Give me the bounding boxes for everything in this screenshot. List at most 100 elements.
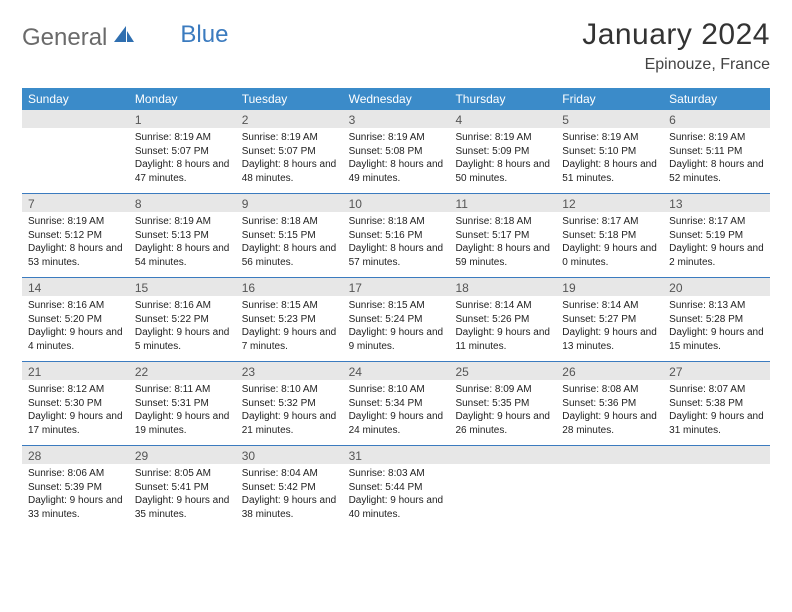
day-number: 24 — [343, 362, 450, 380]
day-line: Sunset: 5:36 PM — [562, 397, 657, 411]
day-line: Daylight: 9 hours and 9 minutes. — [349, 326, 444, 353]
day-number: 18 — [449, 278, 556, 296]
day-number: 23 — [236, 362, 343, 380]
day-line: Sunrise: 8:07 AM — [669, 383, 764, 397]
day-line: Sunset: 5:20 PM — [28, 313, 123, 327]
day-content: Sunrise: 8:18 AMSunset: 5:16 PMDaylight:… — [343, 212, 450, 275]
month-title: January 2024 — [582, 18, 770, 52]
day-line: Sunrise: 8:12 AM — [28, 383, 123, 397]
day-line: Sunrise: 8:03 AM — [349, 467, 444, 481]
day-line: Daylight: 9 hours and 4 minutes. — [28, 326, 123, 353]
day-cell: 8Sunrise: 8:19 AMSunset: 5:13 PMDaylight… — [129, 194, 236, 277]
day-content: Sunrise: 8:17 AMSunset: 5:19 PMDaylight:… — [663, 212, 770, 275]
day-line: Sunset: 5:31 PM — [135, 397, 230, 411]
day-line: Sunset: 5:28 PM — [669, 313, 764, 327]
weeks-container: 1Sunrise: 8:19 AMSunset: 5:07 PMDaylight… — [22, 110, 770, 530]
day-number: 1 — [129, 110, 236, 128]
day-number: 5 — [556, 110, 663, 128]
day-content: Sunrise: 8:19 AMSunset: 5:11 PMDaylight:… — [663, 128, 770, 191]
week-row: 28Sunrise: 8:06 AMSunset: 5:39 PMDayligh… — [22, 446, 770, 530]
day-line: Sunset: 5:12 PM — [28, 229, 123, 243]
brand-sail-icon — [112, 23, 136, 51]
day-line: Sunrise: 8:11 AM — [135, 383, 230, 397]
day-line: Sunset: 5:11 PM — [669, 145, 764, 159]
day-cell: 7Sunrise: 8:19 AMSunset: 5:12 PMDaylight… — [22, 194, 129, 277]
day-number: 4 — [449, 110, 556, 128]
week-row: 1Sunrise: 8:19 AMSunset: 5:07 PMDaylight… — [22, 110, 770, 194]
day-line: Sunset: 5:18 PM — [562, 229, 657, 243]
day-line: Sunrise: 8:09 AM — [455, 383, 550, 397]
day-line: Sunrise: 8:19 AM — [669, 131, 764, 145]
day-cell: 25Sunrise: 8:09 AMSunset: 5:35 PMDayligh… — [449, 362, 556, 445]
day-line: Daylight: 9 hours and 28 minutes. — [562, 410, 657, 437]
day-line: Daylight: 9 hours and 26 minutes. — [455, 410, 550, 437]
day-line: Daylight: 8 hours and 59 minutes. — [455, 242, 550, 269]
day-number: 26 — [556, 362, 663, 380]
day-line: Daylight: 8 hours and 57 minutes. — [349, 242, 444, 269]
day-line: Sunset: 5:35 PM — [455, 397, 550, 411]
day-content: Sunrise: 8:19 AMSunset: 5:13 PMDaylight:… — [129, 212, 236, 275]
day-line: Daylight: 8 hours and 56 minutes. — [242, 242, 337, 269]
day-line: Daylight: 9 hours and 5 minutes. — [135, 326, 230, 353]
day-cell: 9Sunrise: 8:18 AMSunset: 5:15 PMDaylight… — [236, 194, 343, 277]
day-line: Sunset: 5:22 PM — [135, 313, 230, 327]
day-line: Sunset: 5:17 PM — [455, 229, 550, 243]
day-line: Sunset: 5:24 PM — [349, 313, 444, 327]
day-cell: 31Sunrise: 8:03 AMSunset: 5:44 PMDayligh… — [343, 446, 450, 530]
day-content: Sunrise: 8:14 AMSunset: 5:27 PMDaylight:… — [556, 296, 663, 359]
day-line: Sunset: 5:08 PM — [349, 145, 444, 159]
day-cell: 16 Sunrise: 8:15 AMSunset: 5:23 PMDayligh… — [236, 278, 343, 361]
day-cell — [22, 110, 129, 193]
day-content: Sunrise: 8:18 AMSunset: 5:15 PMDaylight:… — [236, 212, 343, 275]
day-line: Sunset: 5:42 PM — [242, 481, 337, 495]
day-line: Sunrise: 8:13 AM — [669, 299, 764, 313]
day-cell: 17 Sunrise: 8:15 AMSunset: 5:24 PMDayligh… — [343, 278, 450, 361]
day-number: 14 — [22, 278, 129, 296]
day-line: Sunset: 5:16 PM — [349, 229, 444, 243]
day-cell: 6Sunrise: 8:19 AMSunset: 5:11 PMDaylight… — [663, 110, 770, 193]
day-content: Sunrise: 8:16 AMSunset: 5:20 PMDaylight:… — [22, 296, 129, 359]
day-line: Daylight: 9 hours and 35 minutes. — [135, 494, 230, 521]
day-content: Sunrise: 8:14 AMSunset: 5:26 PMDaylight:… — [449, 296, 556, 359]
day-line: Daylight: 8 hours and 51 minutes. — [562, 158, 657, 185]
weekday-header: Wednesday — [343, 88, 450, 110]
day-line: Sunrise: 8:15 AM — [242, 299, 337, 313]
weekday-header: Tuesday — [236, 88, 343, 110]
day-number: 10 — [343, 194, 450, 212]
day-line: Daylight: 9 hours and 11 minutes. — [455, 326, 550, 353]
day-number: 3 — [343, 110, 450, 128]
day-line: Sunset: 5:15 PM — [242, 229, 337, 243]
day-cell: 18Sunrise: 8:14 AMSunset: 5:26 PMDayligh… — [449, 278, 556, 361]
day-number: 17 — [343, 278, 450, 296]
day-line: Sunrise: 8:15 AM — [349, 299, 444, 313]
day-cell: 13Sunrise: 8:17 AMSunset: 5:19 PMDayligh… — [663, 194, 770, 277]
day-line: Daylight: 8 hours and 49 minutes. — [349, 158, 444, 185]
day-number: 2 — [236, 110, 343, 128]
day-line: Daylight: 8 hours and 53 minutes. — [28, 242, 123, 269]
day-line: Daylight: 9 hours and 7 minutes. — [242, 326, 337, 353]
title-block: January 2024 Epinouze, France — [582, 18, 770, 74]
day-line: Daylight: 9 hours and 38 minutes. — [242, 494, 337, 521]
calendar: SundayMondayTuesdayWednesdayThursdayFrid… — [22, 88, 770, 530]
day-line: Sunset: 5:23 PM — [242, 313, 337, 327]
day-number: 16 — [236, 278, 343, 296]
day-line: Sunrise: 8:17 AM — [562, 215, 657, 229]
day-cell: 5Sunrise: 8:19 AMSunset: 5:10 PMDaylight… — [556, 110, 663, 193]
day-line: Sunset: 5:44 PM — [349, 481, 444, 495]
day-line: Sunrise: 8:19 AM — [135, 215, 230, 229]
day-cell: 30Sunrise: 8:04 AMSunset: 5:42 PMDayligh… — [236, 446, 343, 530]
day-number: 21 — [22, 362, 129, 380]
weekday-header-row: SundayMondayTuesdayWednesdayThursdayFrid… — [22, 88, 770, 110]
day-cell — [449, 446, 556, 530]
day-line: Sunrise: 8:17 AM — [669, 215, 764, 229]
day-line: Sunset: 5:39 PM — [28, 481, 123, 495]
day-cell: 11Sunrise: 8:18 AMSunset: 5:17 PMDayligh… — [449, 194, 556, 277]
day-number — [449, 446, 556, 464]
day-content: Sunrise: 8:19 AMSunset: 5:12 PMDaylight:… — [22, 212, 129, 275]
day-line: Daylight: 8 hours and 50 minutes. — [455, 158, 550, 185]
day-cell: 10Sunrise: 8:18 AMSunset: 5:16 PMDayligh… — [343, 194, 450, 277]
day-line: Sunset: 5:34 PM — [349, 397, 444, 411]
day-content: Sunrise: 8:16 AMSunset: 5:22 PMDaylight:… — [129, 296, 236, 359]
day-line: Daylight: 9 hours and 0 minutes. — [562, 242, 657, 269]
day-number: 9 — [236, 194, 343, 212]
